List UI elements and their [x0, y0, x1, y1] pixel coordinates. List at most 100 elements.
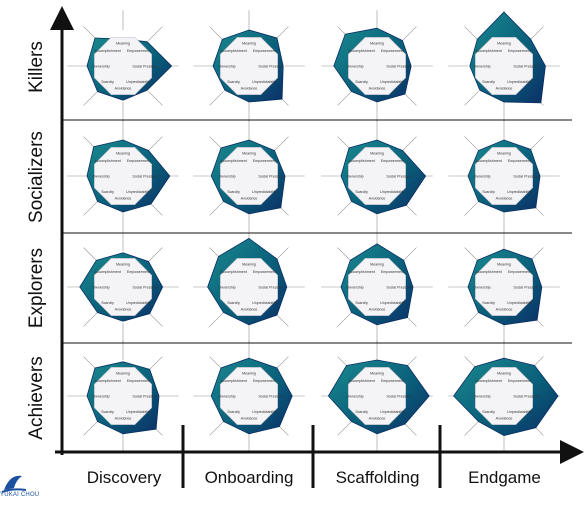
- axis-label: Avoidance: [241, 307, 258, 311]
- axis-label: Empowerment: [381, 379, 404, 383]
- column-label-discovery: Discovery: [86, 468, 162, 487]
- axis-label: Accomplishment: [94, 379, 120, 383]
- spoke-line: [464, 247, 479, 262]
- axes-layer: [50, 6, 584, 488]
- octalysis-cell-achievers-endgame: Meaning Empowerment Social Pressure Unpredi…: [448, 340, 560, 452]
- axis-label: Unpredictability: [126, 190, 151, 194]
- spoke-line: [337, 312, 352, 327]
- axis-label: Scarcity: [355, 80, 368, 84]
- axis-label: Social Pressure: [386, 395, 411, 399]
- octalysis-cell-achievers-discovery: Meaning Empowerment Social Pressure Unpredi…: [67, 340, 179, 452]
- axis-label: Meaning: [497, 372, 511, 376]
- axis-label: Social Pressure: [513, 175, 538, 179]
- axis-label: Avoidance: [496, 86, 513, 90]
- axis-label: Accomplishment: [220, 159, 246, 163]
- axis-label: Unpredictability: [507, 190, 532, 194]
- inner-octagon: [220, 147, 278, 205]
- inner-octagon: [220, 367, 278, 425]
- axis-label: Social Pressure: [258, 395, 283, 399]
- axis-label: Empowerment: [127, 270, 150, 274]
- axis-label: Avoidance: [115, 196, 132, 200]
- axis-label: Scarcity: [482, 410, 495, 414]
- axis-label: Empowerment: [127, 379, 150, 383]
- axis-label: Accomplishment: [348, 270, 374, 274]
- axis-label: Scarcity: [482, 190, 495, 194]
- axis-label: Social Pressure: [258, 286, 283, 290]
- inner-octagon: [94, 37, 152, 95]
- axis-label: Unpredictability: [380, 80, 405, 84]
- spoke-line: [83, 91, 98, 106]
- octalysis-cell-socializers-discovery: Meaning Empowerment Social Pressure Unpredi…: [67, 120, 179, 232]
- axis-label: Empowerment: [508, 379, 531, 383]
- axis-label: Unpredictability: [507, 301, 532, 305]
- row-label-explorers: Explorers: [26, 247, 47, 329]
- axis-label: Unpredictability: [252, 190, 277, 194]
- axis-label: Ownership: [93, 286, 110, 290]
- axis-label: Scarcity: [101, 190, 114, 194]
- axis-label: Avoidance: [241, 416, 258, 420]
- axis-label: Social Pressure: [132, 65, 157, 69]
- axis-label: Accomplishment: [220, 49, 246, 53]
- axis-label: Unpredictability: [380, 190, 405, 194]
- spoke-line: [209, 26, 224, 41]
- axis-label: Unpredictability: [507, 80, 532, 84]
- octalysis-cell-explorers-onboarding: Meaning Empowerment Social Pressure Unpredi…: [193, 231, 305, 343]
- axis-label: Scarcity: [482, 80, 495, 84]
- axis-label: Unpredictability: [380, 410, 405, 414]
- axis-label: Unpredictability: [507, 410, 532, 414]
- axis-label: Meaning: [370, 152, 384, 156]
- spoke-line: [464, 312, 479, 327]
- axis-label: Ownership: [219, 395, 236, 399]
- axis-label: Social Pressure: [513, 395, 538, 399]
- axis-label: Empowerment: [127, 159, 150, 163]
- axis-label: Empowerment: [381, 159, 404, 163]
- axis-label: Ownership: [219, 286, 236, 290]
- axis-label: Empowerment: [253, 379, 276, 383]
- octalysis-cell-explorers-scaffolding: Meaning Empowerment Social Pressure Unpredi…: [321, 231, 433, 343]
- axis-label: Empowerment: [508, 270, 531, 274]
- spoke-line: [464, 26, 479, 41]
- inner-octagon: [475, 147, 533, 205]
- axis-label: Meaning: [497, 263, 511, 267]
- axis-label: Social Pressure: [132, 395, 157, 399]
- spoke-line: [209, 201, 224, 216]
- axis-label: Meaning: [116, 42, 130, 46]
- spoke-line: [148, 136, 163, 151]
- axis-label: Accomplishment: [94, 270, 120, 274]
- axis-label: Scarcity: [482, 301, 495, 305]
- inner-octagon: [348, 147, 406, 205]
- axis-label: Avoidance: [369, 86, 386, 90]
- axis-label: Avoidance: [115, 307, 132, 311]
- axis-label: Social Pressure: [513, 286, 538, 290]
- spoke-line: [402, 26, 417, 41]
- axis-label: Avoidance: [369, 416, 386, 420]
- axis-label: Unpredictability: [126, 301, 151, 305]
- inner-octagon: [348, 367, 406, 425]
- inner-octagon: [348, 258, 406, 316]
- axis-label: Avoidance: [369, 196, 386, 200]
- axis-label: Avoidance: [496, 416, 513, 420]
- axis-label: Social Pressure: [386, 65, 411, 69]
- axis-label: Unpredictability: [380, 301, 405, 305]
- axis-label: Ownership: [347, 286, 364, 290]
- axis-label: Empowerment: [508, 159, 531, 163]
- spoke-line: [148, 26, 163, 41]
- axis-label: Scarcity: [227, 80, 240, 84]
- column-label-onboarding: Onboarding: [204, 468, 294, 487]
- inner-octagon: [475, 258, 533, 316]
- axis-label: Unpredictability: [126, 410, 151, 414]
- inner-octagon: [475, 367, 533, 425]
- inner-octagon: [475, 37, 533, 95]
- axis-label: Social Pressure: [386, 175, 411, 179]
- octalysis-cell-killers-endgame: Meaning Empowerment Social Pressure Unpredi…: [448, 10, 560, 122]
- axis-label: Unpredictability: [126, 80, 151, 84]
- axis-label: Ownership: [219, 65, 236, 69]
- axis-label: Ownership: [93, 175, 110, 179]
- axis-label: Ownership: [474, 175, 491, 179]
- spoke-line: [464, 201, 479, 216]
- axis-label: Accomplishment: [348, 379, 374, 383]
- axis-label: Ownership: [347, 175, 364, 179]
- axis-label: Scarcity: [355, 301, 368, 305]
- axis-label: Social Pressure: [386, 286, 411, 290]
- octalysis-cell-socializers-scaffolding: Meaning Empowerment Social Pressure Unpredi…: [321, 120, 433, 232]
